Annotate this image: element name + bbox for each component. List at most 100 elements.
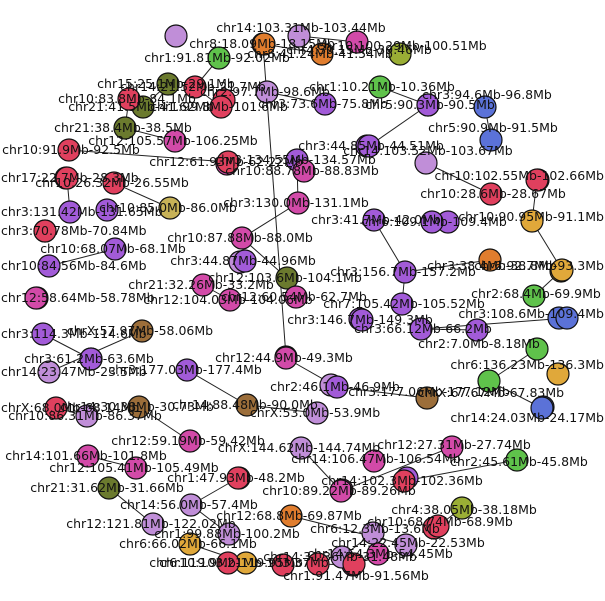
graph-node[interactable] xyxy=(394,533,418,557)
graph-node[interactable] xyxy=(478,248,502,272)
node-label: chr14:30.38Mb-30.73Mb xyxy=(60,399,214,414)
graph-node[interactable] xyxy=(329,479,353,503)
graph-node[interactable] xyxy=(479,128,503,152)
graph-node[interactable] xyxy=(286,191,310,215)
graph-node[interactable] xyxy=(420,210,444,234)
graph-node[interactable] xyxy=(350,308,374,332)
graph-node[interactable] xyxy=(103,237,127,261)
graph-node[interactable] xyxy=(416,93,440,117)
graph-node[interactable] xyxy=(440,435,464,459)
graph-node[interactable] xyxy=(525,168,549,192)
graph-node[interactable] xyxy=(415,386,439,410)
graph-node[interactable] xyxy=(473,95,497,119)
graph-node[interactable] xyxy=(477,369,501,393)
graph-node[interactable] xyxy=(79,347,103,371)
graph-node[interactable] xyxy=(127,395,151,419)
graph-node[interactable] xyxy=(95,198,119,222)
graph-node[interactable] xyxy=(58,200,82,224)
graph-node[interactable] xyxy=(287,24,311,48)
graph-node[interactable] xyxy=(252,32,276,56)
graph-node[interactable] xyxy=(57,138,81,162)
node-label: chr12:121.81Mb-122.02Mb xyxy=(66,516,236,531)
graph-node[interactable] xyxy=(235,393,259,417)
graph-edge xyxy=(425,162,492,195)
graph-node[interactable] xyxy=(141,512,165,536)
graph-node[interactable] xyxy=(216,551,240,575)
graph-node[interactable] xyxy=(226,466,250,490)
graph-node[interactable] xyxy=(274,346,298,370)
graph-node[interactable] xyxy=(179,493,203,517)
graph-node[interactable] xyxy=(305,401,329,425)
graph-node[interactable] xyxy=(207,46,231,70)
graph-node[interactable] xyxy=(164,24,188,48)
graph-node[interactable] xyxy=(530,396,554,420)
graph-node[interactable] xyxy=(191,273,215,297)
graph-node[interactable] xyxy=(97,476,121,500)
graph-node[interactable] xyxy=(130,319,154,343)
graph-node[interactable] xyxy=(465,318,489,342)
graph-node[interactable] xyxy=(163,129,187,153)
graph-node[interactable] xyxy=(414,151,438,175)
graph-node[interactable] xyxy=(33,219,57,243)
graph-node[interactable] xyxy=(76,444,100,468)
graph-node[interactable] xyxy=(409,317,433,341)
graph-node[interactable] xyxy=(325,375,349,399)
graph-node[interactable] xyxy=(390,292,414,316)
graph-node[interactable] xyxy=(555,306,579,330)
graph-node[interactable] xyxy=(218,288,242,312)
graph-node[interactable] xyxy=(313,92,337,116)
graph-node[interactable] xyxy=(178,429,202,453)
graph-node[interactable] xyxy=(158,196,182,220)
graph-node[interactable] xyxy=(24,286,48,310)
graph-node[interactable] xyxy=(522,284,546,308)
graph-node[interactable] xyxy=(479,182,503,206)
graph-node[interactable] xyxy=(44,396,68,420)
graph-node[interactable] xyxy=(345,30,369,54)
graph-node[interactable] xyxy=(366,542,390,566)
graph-node[interactable] xyxy=(392,469,416,493)
graph-node[interactable] xyxy=(117,87,141,111)
graph-node[interactable] xyxy=(362,449,386,473)
graph-node[interactable] xyxy=(230,226,254,250)
graph-node[interactable] xyxy=(289,436,313,460)
graph-node[interactable] xyxy=(217,522,241,546)
graph-node[interactable] xyxy=(279,504,303,528)
graph-node[interactable] xyxy=(292,159,316,183)
graph-node[interactable] xyxy=(156,72,180,96)
graph-node[interactable] xyxy=(31,322,55,346)
graph-node[interactable] xyxy=(209,95,233,119)
graph-node[interactable] xyxy=(520,209,544,233)
graph-node[interactable] xyxy=(37,254,61,278)
graph-node[interactable] xyxy=(450,496,474,520)
graph-node[interactable] xyxy=(37,360,61,384)
graph-node[interactable] xyxy=(393,260,417,284)
graph-node[interactable] xyxy=(505,448,529,472)
graph-node[interactable] xyxy=(357,134,381,158)
graph-node[interactable] xyxy=(233,249,257,273)
node-label: chr3:94.6Mb-96.8Mb xyxy=(422,87,552,102)
graph-node[interactable] xyxy=(362,208,386,232)
graph-node[interactable] xyxy=(426,514,450,538)
graph-node[interactable] xyxy=(275,266,299,290)
graph-node[interactable] xyxy=(342,552,366,576)
graph-node[interactable] xyxy=(271,553,295,577)
node-label: chr10:68.07Mb-68.1Mb xyxy=(40,241,186,256)
graph-node[interactable] xyxy=(175,358,199,382)
graph-node[interactable] xyxy=(75,404,99,428)
graph-node[interactable] xyxy=(368,75,392,99)
graph-node[interactable] xyxy=(183,75,207,99)
graph-node[interactable] xyxy=(55,166,79,190)
graph-node[interactable] xyxy=(310,42,334,66)
graph-node[interactable] xyxy=(546,362,570,386)
graph-node[interactable] xyxy=(124,456,148,480)
graph-node[interactable] xyxy=(102,171,126,195)
graph-node[interactable] xyxy=(284,285,308,309)
graph-node[interactable] xyxy=(113,116,137,140)
graph-node[interactable] xyxy=(178,532,202,556)
graph-node[interactable] xyxy=(388,42,412,66)
graph-node[interactable] xyxy=(550,258,574,282)
graph-node[interactable] xyxy=(525,337,549,361)
graph-node[interactable] xyxy=(216,150,240,174)
graph-node[interactable] xyxy=(255,80,279,104)
graph-node[interactable] xyxy=(306,552,330,576)
